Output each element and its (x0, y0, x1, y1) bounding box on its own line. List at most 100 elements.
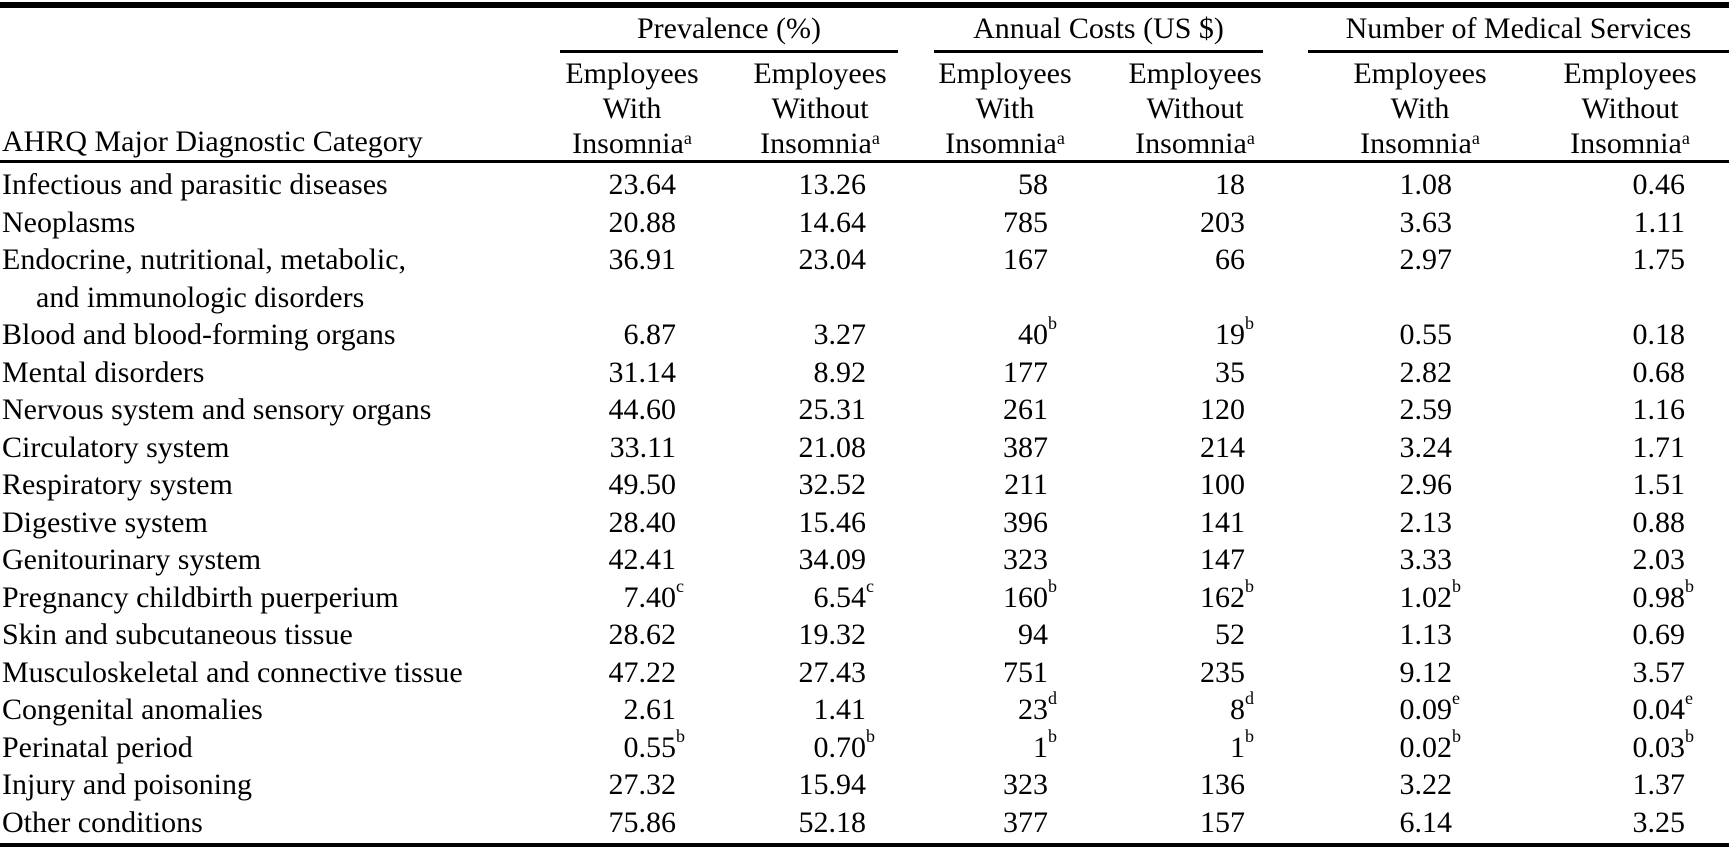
category-cell: Injury and poisoning (0, 766, 505, 804)
value-number: 14.64 (798, 205, 867, 239)
value-number: 1.13 (1399, 618, 1453, 651)
category-cell: Skin and subcutaneous tissue (0, 616, 505, 654)
column-group-label: Number of Medical Services (1345, 12, 1692, 45)
value-number: 396 (1003, 505, 1048, 539)
value-cell: 15.94 (690, 766, 880, 804)
value-number: 162 b (1200, 575, 1254, 614)
value-number: 15.46 (798, 505, 867, 539)
value-number: 261 (1003, 393, 1048, 426)
value-cell: 323 (880, 766, 1058, 804)
column-header-line: Without (1581, 92, 1679, 125)
value-cell: 1.41 (690, 691, 880, 729)
column-header-line: Insomniaa (1135, 127, 1255, 160)
value-cell: 203 (1058, 204, 1255, 242)
value-number: 0.46 (1632, 168, 1686, 201)
value-number: 0.88 (1632, 505, 1686, 539)
footnote-marker: c (866, 575, 874, 596)
value-number: 0.04 e (1632, 688, 1694, 726)
value-cell: 2.82 (1255, 354, 1462, 392)
value-cell: 147 (1058, 541, 1255, 579)
column-header: Employees Without Insomniaa (1530, 56, 1729, 161)
value-number: 0.55 (1399, 318, 1453, 351)
value-number: 0.98 b (1632, 575, 1695, 614)
value-cell: 58 (880, 166, 1058, 204)
column-header-line: Employees (1563, 57, 1697, 90)
category-cell: Pregnancy childbirth puerperium (0, 579, 505, 617)
value-number: 6.87 (623, 318, 677, 351)
value-cell: 0.88 (1462, 504, 1729, 542)
value-cell: 23.64 (505, 166, 690, 204)
value-number: 2.13 (1399, 505, 1453, 539)
column-header-line: Employees (1353, 57, 1487, 90)
value-number: 3.63 (1399, 205, 1453, 239)
value-number: 2.03 (1632, 543, 1686, 576)
value-cell: 75.86 (505, 804, 690, 842)
value-number: 36.91 (608, 243, 677, 276)
value-cell: 162 b (1058, 575, 1255, 617)
value-cell: 1.08 (1255, 166, 1462, 204)
footnote-marker: b (676, 725, 685, 746)
value-cell: 3.63 (1255, 204, 1462, 242)
value-number: 42.41 (608, 543, 677, 576)
column-group-label: Annual Costs (US $) (973, 12, 1224, 45)
footnote-marker: e (1452, 688, 1460, 708)
value-number: 0.55 b (623, 725, 686, 764)
category-label: Infectious and parasitic diseases (2, 168, 388, 201)
category-cell: Respiratory system (0, 466, 505, 504)
category-label: Pregnancy childbirth puerperium (2, 580, 399, 614)
category-label: Perinatal period (2, 730, 193, 764)
column-header-line: Without (771, 92, 869, 125)
value-number: 377 (1003, 805, 1048, 839)
value-cell: 3.25 (1462, 804, 1729, 842)
value-number: 27.43 (798, 655, 867, 689)
value-cell: 33.11 (505, 429, 690, 467)
value-cell: 35 (1058, 354, 1255, 392)
footnote-marker: b (1048, 725, 1057, 746)
category-cell: Mental disorders (0, 354, 505, 392)
category-cell: Circulatory system (0, 429, 505, 467)
value-cell: 3.57 (1462, 654, 1729, 692)
column-header-line: With (975, 92, 1035, 125)
value-number: 136 (1200, 768, 1245, 801)
value-number: 323 (1003, 543, 1048, 576)
value-cell: 751 (880, 654, 1058, 692)
value-number: 0.69 (1632, 618, 1686, 651)
footnote-marker: b (1245, 575, 1254, 596)
value-cell: 34.09 (690, 541, 880, 579)
value-number: 58 (1018, 168, 1048, 201)
column-header: Employees With Insomniaa (905, 56, 1105, 161)
value-number: 1.51 (1632, 468, 1686, 501)
footnote-marker: a (1056, 128, 1065, 148)
value-cell: 0.69 (1462, 616, 1729, 654)
column-header-line: Employees (938, 57, 1072, 90)
column-header-line: Without (1146, 92, 1244, 125)
category-label: Endocrine, nutritional, metabolic, (2, 243, 407, 276)
value-number: 35 (1215, 355, 1245, 389)
value-number: 52 (1215, 618, 1245, 651)
value-cell: 214 (1058, 429, 1255, 467)
category-cell: Genitourinary system (0, 541, 505, 579)
value-cell: 20.88 (505, 204, 690, 242)
value-cell: 14.64 (690, 204, 880, 242)
footnote-marker: a (1246, 128, 1255, 148)
value-number: 751 (1003, 655, 1048, 689)
category-label: Digestive system (2, 505, 208, 539)
footnote-marker: b (1685, 575, 1694, 596)
value-number: 40 b (1018, 313, 1057, 351)
category-cell: Musculoskeletal and connective tissue (0, 654, 505, 692)
value-number: 1.37 (1632, 768, 1686, 801)
value-cell: 94 (880, 616, 1058, 654)
footnote-marker: b (866, 725, 875, 746)
value-cell: 66 (1058, 241, 1255, 316)
value-cell: 3.24 (1255, 429, 1462, 467)
value-number: 27.32 (608, 768, 677, 801)
value-cell: 323 (880, 541, 1058, 579)
footnote-marker: d (1048, 688, 1057, 708)
value-cell: 387 (880, 429, 1058, 467)
value-number: 3.27 (813, 318, 867, 351)
value-number: 157 (1200, 805, 1245, 839)
value-cell: 120 (1058, 391, 1255, 429)
value-number: 28.40 (608, 505, 677, 539)
